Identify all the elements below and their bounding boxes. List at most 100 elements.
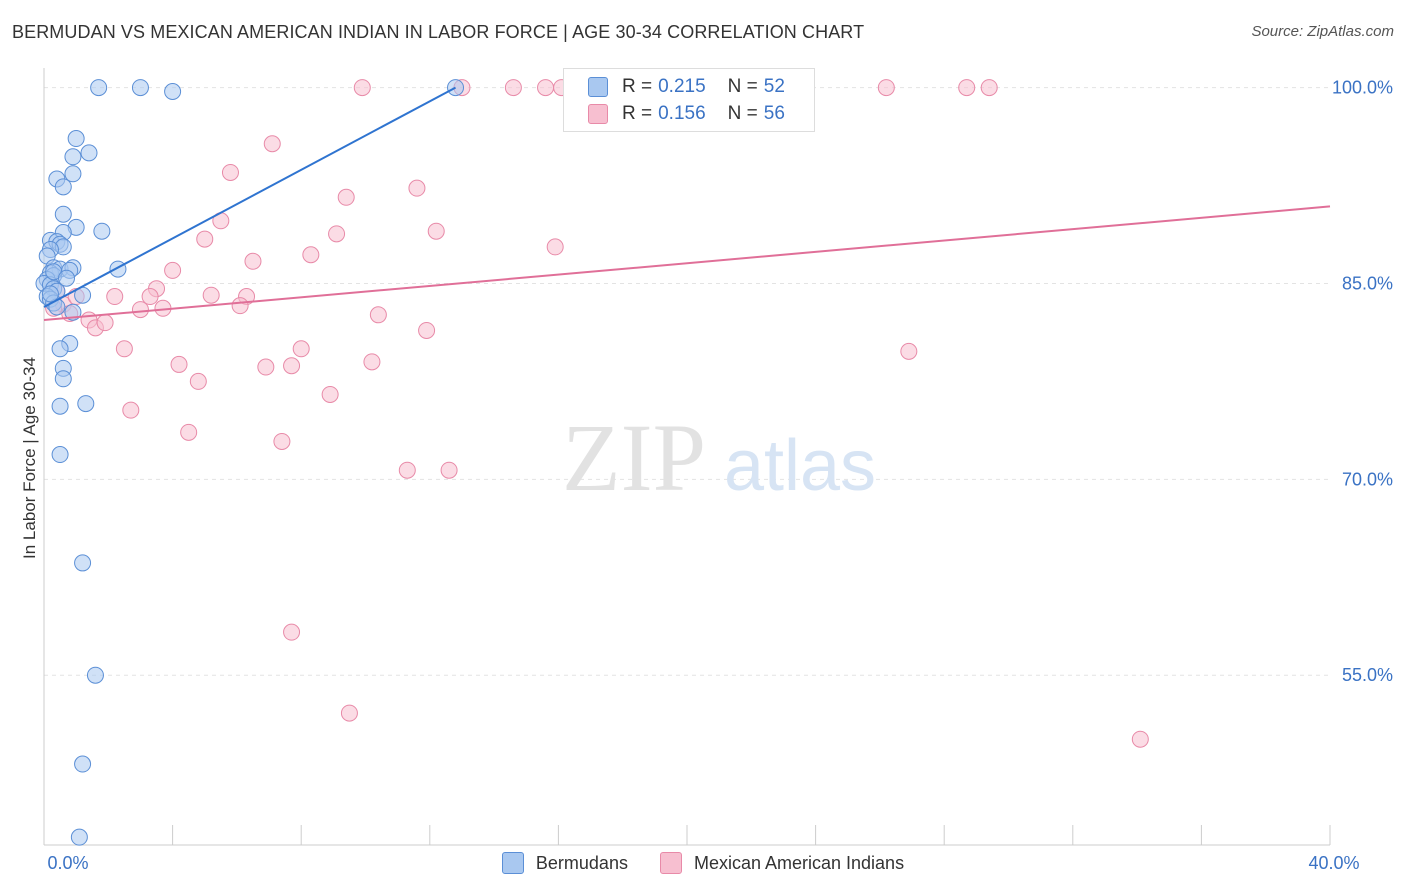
legend-swatch-pink [659, 852, 682, 874]
bermudan-point [54, 178, 72, 196]
watermark: ZIP atlas [562, 404, 876, 511]
mexican-american-indian-point [353, 79, 371, 97]
series-legend: Bermudans Mexican American Indians [0, 852, 1406, 874]
legend-label-bermudans: Bermudans [535, 852, 628, 873]
legend-n-label: N = [727, 103, 758, 124]
mexican-american-indian-point [537, 79, 555, 97]
chart-title: BERMUDAN VS MEXICAN AMERICAN INDIAN IN L… [12, 22, 865, 42]
tick-labels: 100.0% 85.0% 70.0% 55.0% 0.0% 40.0% [47, 78, 1393, 873]
bermudan-trend-line [43, 86, 456, 308]
legend-row-bermudans: R = 0.215 N = 52 [588, 75, 785, 99]
bermudan-point [51, 397, 69, 415]
mexican-american-indian-point [1131, 730, 1149, 748]
bermudan-point [164, 83, 182, 101]
mexican-american-indian-point [180, 423, 198, 441]
mexican-american-indian-point [122, 401, 140, 419]
y-tick-label: 55.0% [1342, 665, 1393, 685]
mexican-american-indian-trend-line [43, 205, 1331, 322]
bermudan-point [74, 755, 92, 773]
legend-n-label: N = [727, 76, 758, 97]
legend-swatch-blue [501, 852, 524, 874]
mexican-american-indian-point [292, 340, 310, 358]
mexican-american-indian-point [263, 135, 281, 153]
mexican-american-indian-point [244, 252, 262, 270]
mexican-american-indian-point [170, 355, 188, 373]
mexican-american-indian-point [900, 342, 918, 360]
mexican-american-indian-point [427, 222, 445, 240]
legend-swatch-blue [588, 77, 608, 97]
bermudan-point [80, 144, 98, 162]
x-tick-label: 0.0% [47, 853, 88, 873]
mexican-american-indian-point [164, 261, 182, 279]
mexican-american-indian-point [958, 79, 976, 97]
mexican-american-indian-point [504, 79, 522, 97]
y-tick-label: 100.0% [1332, 78, 1393, 98]
bermudan-point [51, 340, 69, 358]
bermudan-point [54, 205, 72, 223]
mexican-american-indian-point [283, 623, 301, 641]
mexican-american-indian-point [221, 163, 239, 181]
mexican-american-indian-point [546, 238, 564, 256]
x-tick-label: 40.0% [1308, 853, 1359, 873]
mexican-american-indian-point [131, 301, 149, 319]
bermudan-point [74, 554, 92, 572]
bermudan-point [54, 370, 72, 388]
legend-r-label: R = [622, 76, 653, 97]
y-tick-label: 85.0% [1342, 273, 1393, 293]
mexican-american-indian-point [141, 288, 159, 306]
mexican-american-indian-point [418, 321, 436, 339]
mexican-american-indian-point [408, 179, 426, 197]
mexican-american-indian-point [328, 225, 346, 243]
mexican-american-indian-point [363, 353, 381, 371]
mexican-american-indian-point [398, 461, 416, 479]
mexican-american-indian-point [115, 340, 133, 358]
mexican-american-indian-point [189, 372, 207, 390]
mexican-american-indian-point [273, 432, 291, 450]
bermudan-point [93, 222, 111, 240]
bermudan-point [131, 79, 149, 97]
bermudan-point [41, 285, 59, 303]
data-points [35, 79, 1149, 846]
mexican-american-indian-point [231, 297, 249, 315]
bermudan-point [51, 446, 69, 464]
trend-lines [43, 86, 1331, 322]
watermark-atlas: atlas [724, 426, 876, 506]
legend-item-bermudans[interactable]: Bermudans [501, 852, 628, 874]
mexican-american-indian-point [369, 306, 387, 324]
legend-row-mexican-american-indians: R = 0.156 N = 56 [588, 102, 785, 126]
bermudan-point [90, 79, 108, 97]
axes [43, 68, 1331, 846]
legend-n-value: 52 [763, 76, 785, 97]
y-tick-label: 70.0% [1342, 469, 1393, 489]
mexican-american-indian-point [440, 461, 458, 479]
legend-item-mexican-american-indians[interactable]: Mexican American Indians [659, 852, 905, 874]
mexican-american-indian-point [106, 288, 124, 306]
mexican-american-indian-point [96, 314, 114, 332]
bermudan-point [77, 395, 95, 413]
mexican-american-indian-point [283, 357, 301, 375]
watermark-zip: ZIP [562, 404, 706, 511]
bermudan-point [67, 130, 85, 148]
legend-r-value: 0.156 [658, 103, 706, 124]
bermudan-point [70, 828, 88, 846]
mexican-american-indian-point [340, 704, 358, 722]
bermudan-point [64, 165, 82, 183]
mexican-american-indian-point [257, 358, 275, 376]
legend-label-mexican-american-indians: Mexican American Indians [693, 852, 905, 873]
mexican-american-indian-point [202, 286, 220, 304]
mexican-american-indian-point [321, 385, 339, 403]
mexican-american-indian-point [302, 246, 320, 264]
mexican-american-indian-point [337, 188, 355, 206]
source-label: Source: ZipAtlas.com [1251, 23, 1394, 40]
legend-swatch-pink [588, 104, 608, 124]
bermudan-point [58, 269, 76, 287]
mexican-american-indian-point [877, 79, 895, 97]
mexican-american-indian-point [980, 79, 998, 97]
bermudan-point [86, 666, 104, 684]
mexican-american-indian-point [196, 230, 214, 248]
stats-legend: R = 0.215 N = 52 R = 0.156 N = 56 [563, 68, 815, 132]
legend-r-label: R = [622, 103, 653, 124]
legend-r-value: 0.215 [658, 76, 706, 97]
bermudan-point [64, 148, 82, 166]
